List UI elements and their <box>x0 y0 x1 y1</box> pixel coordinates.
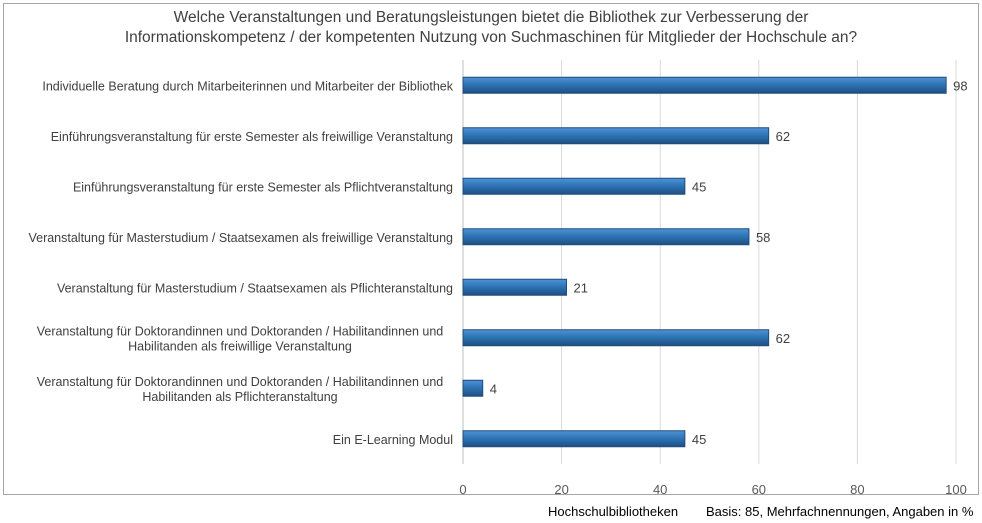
data-label-6: 4 <box>490 381 497 396</box>
footer-source: Hochschulbibliotheken <box>548 504 679 519</box>
gridlines <box>462 60 957 464</box>
bars <box>462 76 947 448</box>
data-labels: 98 62 45 58 21 62 4 45 <box>490 78 968 447</box>
bar-0 <box>462 76 947 94</box>
category-label-4: Veranstaltung für Masterstudium / Staats… <box>57 281 453 295</box>
x-tick-label-5: 100 <box>945 482 967 497</box>
data-label-5: 62 <box>776 331 790 346</box>
footer-basis: Basis: 85, Mehrfachnennungen, Angaben in… <box>706 504 974 519</box>
data-label-2: 45 <box>692 179 706 194</box>
bar-6 <box>462 379 484 397</box>
x-axis-ticks: 0 20 40 60 80 100 <box>459 482 966 497</box>
bar-1 <box>462 127 770 145</box>
category-label-2: Einführungsveranstaltung für erste Semes… <box>73 180 453 194</box>
category-label-7: Ein E-Learning Modul <box>333 433 453 447</box>
category-label-6-line-1: Habilitanden als Pflichteranstaltung <box>142 390 337 404</box>
category-label-0: Individuelle Beratung durch Mitarbeiteri… <box>42 79 453 93</box>
chart-title-line-2: Informationskompetenz / der kompetenten … <box>124 29 858 46</box>
x-tick-label-2: 40 <box>653 482 667 497</box>
bar-5 <box>462 329 770 347</box>
category-label-5-line-1: Habilitanden als freiwillige Veranstaltu… <box>128 339 352 353</box>
category-label-3: Veranstaltung für Masterstudium / Staats… <box>28 231 453 245</box>
bar-3 <box>462 228 750 246</box>
category-labels: Individuelle Beratung durch Mitarbeiteri… <box>28 79 453 447</box>
category-label-6-line-0: Veranstaltung für Doktorandinnen und Dok… <box>37 375 444 389</box>
category-label-5-line-0: Veranstaltung für Doktorandinnen und Dok… <box>37 324 444 338</box>
x-tick-label-4: 80 <box>850 482 864 497</box>
category-label-1: Einführungsveranstaltung für erste Semes… <box>51 130 453 144</box>
data-label-7: 45 <box>692 432 706 447</box>
data-label-3: 58 <box>756 230 770 245</box>
bar-7 <box>462 430 686 448</box>
chart-title-line-1: Welche Veranstaltungen und Beratungsleis… <box>173 9 809 26</box>
bar-2 <box>462 177 686 195</box>
x-tick-label-0: 0 <box>459 482 466 497</box>
data-label-0: 98 <box>953 78 967 93</box>
bar-4 <box>462 278 568 296</box>
data-label-4: 21 <box>574 280 588 295</box>
data-label-1: 62 <box>776 129 790 144</box>
x-tick-label-1: 20 <box>554 482 568 497</box>
chart-title: Welche Veranstaltungen und Beratungsleis… <box>0 8 982 48</box>
x-tick-label-3: 60 <box>752 482 766 497</box>
